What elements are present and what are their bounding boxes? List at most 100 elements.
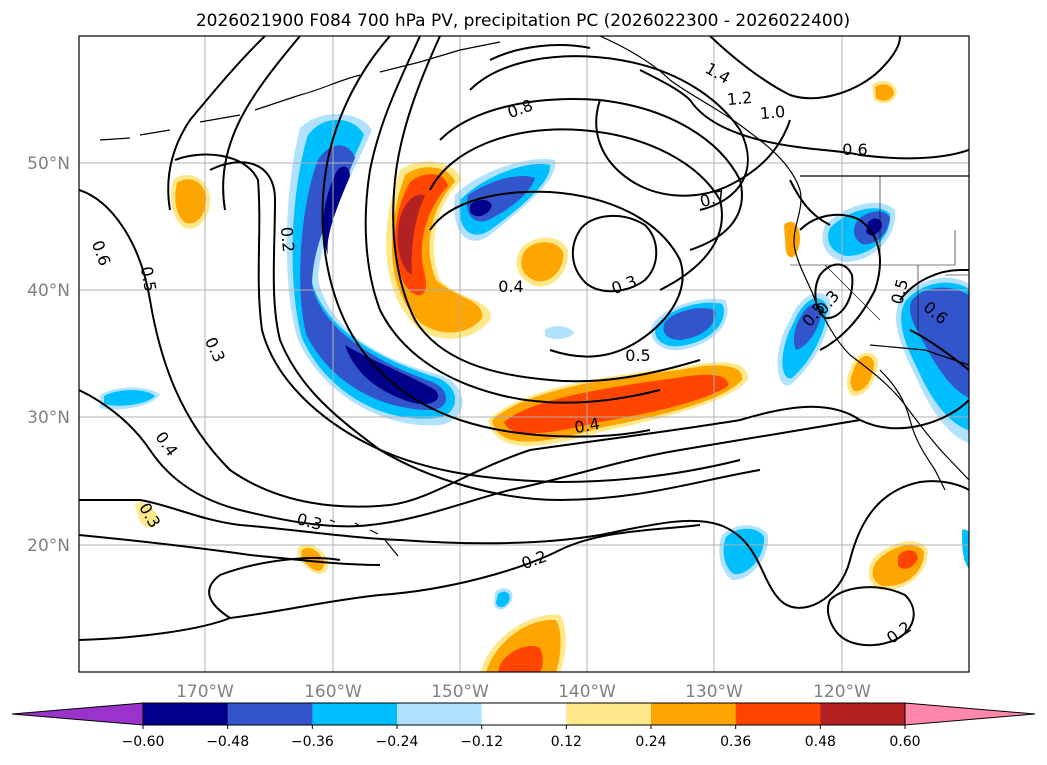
pv-contours bbox=[79, 36, 969, 647]
lat-tick-labels: 50°N 40°N 30°N 20°N bbox=[27, 154, 70, 556]
lon-tick-label: 160°W bbox=[304, 682, 362, 702]
contour-label: 0.6 bbox=[842, 140, 867, 159]
colorbar-segment bbox=[735, 703, 821, 725]
colorbar-extend-low bbox=[11, 702, 144, 726]
pv-contour bbox=[814, 263, 854, 320]
precip-pos-orange bbox=[301, 547, 325, 571]
colorbar-tick-label: −0.48 bbox=[206, 734, 249, 750]
coastlines bbox=[99, 36, 969, 557]
colorbar-tick-label: 0.48 bbox=[805, 734, 836, 750]
contour-label: 0.5 bbox=[625, 346, 650, 365]
colorbar-extend-high bbox=[904, 702, 1036, 726]
colorbar-segment bbox=[227, 703, 313, 725]
contour-label: 1.0 bbox=[759, 102, 786, 123]
colorbar-segment bbox=[481, 703, 567, 725]
lon-tick-label: 140°W bbox=[558, 682, 616, 702]
lat-tick-label: 50°N bbox=[27, 154, 70, 174]
border-states bbox=[790, 176, 969, 330]
precip-pos-orange bbox=[875, 84, 894, 101]
pv-contour bbox=[899, 269, 969, 371]
chart-title: 2026021900 F084 700 hPa PV, precipitatio… bbox=[196, 11, 850, 31]
pv-contour bbox=[79, 480, 969, 609]
coastline-pnw bbox=[599, 36, 969, 481]
precip-pos-orange bbox=[521, 242, 564, 282]
precip-neg-cyan bbox=[962, 529, 969, 569]
precip-pos-orange bbox=[850, 356, 874, 392]
pv-contour bbox=[826, 586, 915, 647]
pv-contour bbox=[79, 189, 969, 508]
pv-contour bbox=[392, 36, 701, 383]
border-us-mexico bbox=[869, 344, 969, 366]
pv-contour bbox=[571, 214, 658, 293]
pv-contour bbox=[222, 36, 301, 211]
map-panel: 1.4 1.2 1.0 0.8 0.6 0.7 0.6 0.5 0.2 0.5 … bbox=[78, 35, 970, 673]
precip-pos-orange bbox=[135, 502, 158, 528]
colorbar-segment bbox=[312, 703, 398, 725]
colorbar-segment bbox=[397, 703, 483, 725]
lat-tick-label: 20°N bbox=[27, 536, 70, 556]
colorbar-segment bbox=[820, 703, 906, 725]
precip-neg-blue bbox=[663, 308, 716, 340]
pv-contour bbox=[789, 179, 831, 226]
precip-neg-blue bbox=[793, 303, 822, 350]
colorbar-outline bbox=[142, 702, 906, 726]
pv-contour bbox=[321, 36, 651, 438]
lon-tick-label: 120°W bbox=[813, 682, 871, 702]
pv-contour bbox=[799, 213, 881, 351]
lat-tick-label: 40°N bbox=[27, 281, 70, 301]
precip-pos-dark bbox=[397, 194, 425, 275]
colorbar-segment bbox=[566, 703, 652, 725]
contour-label: 0.4 bbox=[498, 277, 523, 296]
precip-pos-red bbox=[898, 550, 918, 569]
pv-contour bbox=[429, 190, 684, 358]
pv-contour bbox=[79, 557, 341, 641]
precip-neg-dark bbox=[470, 199, 492, 217]
lon-tick-labels: 170°W 160°W 150°W 140°W 130°W 120°W bbox=[176, 682, 871, 702]
pv-contour bbox=[595, 99, 791, 197]
precip-pos-orange bbox=[175, 179, 207, 224]
coastline-hawaii bbox=[329, 519, 399, 557]
colorbar-tick-label: −0.24 bbox=[376, 734, 419, 750]
pv-contour bbox=[469, 55, 749, 211]
pv-contour bbox=[639, 69, 969, 160]
colorbar-segment bbox=[651, 703, 737, 725]
precip-neg-light bbox=[545, 326, 574, 340]
map-frame bbox=[78, 35, 970, 673]
precip-pos-red bbox=[498, 645, 543, 672]
pv-contour bbox=[429, 128, 723, 291]
pv-contour bbox=[79, 534, 381, 566]
colorbar-segment bbox=[143, 703, 229, 725]
lon-tick-label: 150°W bbox=[431, 682, 489, 702]
colorbar-tick-label: 0.60 bbox=[889, 734, 920, 750]
precip-neg-blue bbox=[300, 145, 447, 410]
precip-neg-cyan bbox=[723, 528, 765, 575]
contour-label: 0.5 bbox=[137, 265, 160, 293]
lon-tick-label: 130°W bbox=[685, 682, 743, 702]
pv-contour bbox=[174, 153, 741, 484]
pv-contour bbox=[209, 161, 761, 502]
coastline-baja bbox=[879, 369, 946, 491]
precip-pos-red bbox=[504, 374, 729, 434]
colorbar-tick-label: −0.60 bbox=[122, 734, 165, 750]
colorbar-tick-label: −0.12 bbox=[460, 734, 503, 750]
pv-contour bbox=[229, 524, 701, 619]
pv-contour bbox=[167, 36, 266, 211]
pv-contour bbox=[489, 36, 901, 100]
pv-contour bbox=[364, 36, 661, 404]
colorbar-tick-label: 0.24 bbox=[635, 734, 666, 750]
contour-label: 1.2 bbox=[726, 88, 753, 109]
pv-contour bbox=[79, 389, 861, 528]
pv-contour bbox=[439, 98, 743, 251]
coastline-alaska bbox=[99, 41, 501, 141]
contour-label: 0.2 bbox=[277, 226, 298, 253]
colorbar-tick-label: 0.12 bbox=[551, 734, 582, 750]
colorbar: −0.60 −0.48 −0.36 −0.24 −0.12 0.12 0.24 0.36 0.4… bbox=[11, 702, 1036, 750]
precip-neg-dark bbox=[323, 166, 350, 255]
precip-fills bbox=[100, 80, 969, 672]
precip-neg-blue bbox=[909, 287, 969, 398]
colorbar-tick-label: −0.36 bbox=[291, 734, 334, 750]
contour-label: 0.4 bbox=[573, 414, 601, 437]
precip-neg-cyan bbox=[496, 591, 510, 608]
lon-tick-label: 170°W bbox=[176, 682, 234, 702]
